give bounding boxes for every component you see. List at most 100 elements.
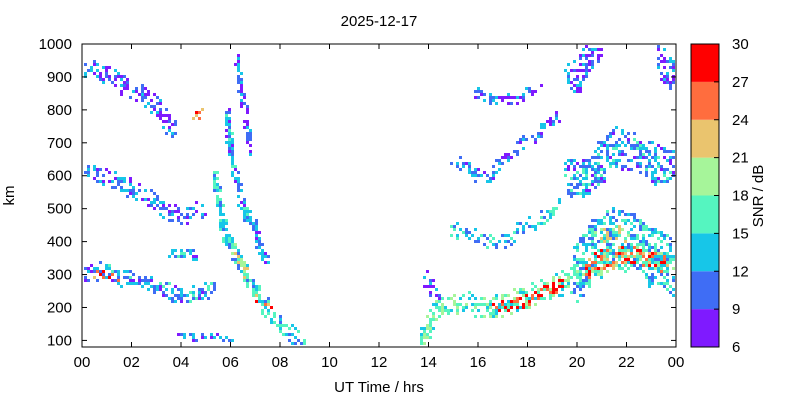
snr-cell	[594, 156, 597, 159]
snr-cell	[663, 234, 666, 237]
snr-cell	[237, 204, 240, 207]
snr-cell	[225, 336, 228, 339]
snr-cell	[633, 138, 636, 141]
snr-cell	[141, 279, 144, 282]
snr-cell	[501, 297, 504, 300]
snr-cell	[246, 111, 249, 114]
snr-cell	[93, 168, 96, 171]
snr-cell	[591, 246, 594, 249]
snr-cell	[582, 192, 585, 195]
snr-cell	[621, 249, 624, 252]
snr-cell	[159, 108, 162, 111]
snr-cell	[132, 282, 135, 285]
snr-cell	[669, 261, 672, 264]
snr-cell	[192, 207, 195, 210]
snr-cell	[480, 93, 483, 96]
snr-cell	[507, 306, 510, 309]
snr-cell	[483, 297, 486, 300]
snr-cell	[612, 252, 615, 255]
snr-cell	[621, 261, 624, 264]
snr-cell	[621, 210, 624, 213]
snr-cell	[240, 201, 243, 204]
snr-cell	[171, 219, 174, 222]
snr-cell	[426, 327, 429, 330]
snr-cell	[540, 123, 543, 126]
snr-cell	[420, 327, 423, 330]
snr-cell	[189, 291, 192, 294]
snr-cell	[261, 309, 264, 312]
snr-cell	[579, 261, 582, 264]
snr-cell	[600, 144, 603, 147]
snr-cell	[579, 180, 582, 183]
snr-cell	[618, 255, 621, 258]
snr-cell	[579, 69, 582, 72]
snr-cell	[630, 159, 633, 162]
snr-cell	[510, 237, 513, 240]
snr-cell	[213, 288, 216, 291]
snr-cell	[669, 249, 672, 252]
snr-cell	[528, 306, 531, 309]
snr-cell	[594, 174, 597, 177]
snr-cell	[546, 210, 549, 213]
snr-cell	[558, 276, 561, 279]
snr-cell	[279, 315, 282, 318]
snr-cell	[516, 306, 519, 309]
snr-cell	[576, 270, 579, 273]
snr-cell	[135, 198, 138, 201]
snr-cell	[669, 255, 672, 258]
snr-cell	[180, 213, 183, 216]
snr-cell	[645, 150, 648, 153]
snr-cell	[150, 204, 153, 207]
snr-cell	[504, 294, 507, 297]
snr-cell	[423, 327, 426, 330]
snr-cell	[264, 315, 267, 318]
snr-cell	[441, 309, 444, 312]
snr-cell	[630, 168, 633, 171]
snr-cell	[216, 204, 219, 207]
snr-cell	[492, 243, 495, 246]
snr-cell	[192, 336, 195, 339]
snr-cell	[162, 201, 165, 204]
snr-cell	[666, 258, 669, 261]
snr-cell	[564, 69, 567, 72]
snr-cell	[657, 162, 660, 165]
snr-cell	[582, 285, 585, 288]
snr-cell	[108, 267, 111, 270]
snr-cell	[663, 261, 666, 264]
snr-cell	[642, 144, 645, 147]
snr-cell	[426, 324, 429, 327]
snr-cell	[261, 300, 264, 303]
snr-cell	[156, 285, 159, 288]
snr-cell	[594, 162, 597, 165]
snr-cell	[93, 276, 96, 279]
snr-cell	[429, 336, 432, 339]
snr-cell	[657, 252, 660, 255]
snr-cell	[645, 243, 648, 246]
snr-cell	[525, 294, 528, 297]
snr-cell	[579, 63, 582, 66]
snr-cell	[162, 114, 165, 117]
snr-cell	[669, 57, 672, 60]
snr-cell	[537, 132, 540, 135]
snr-cell	[552, 291, 555, 294]
snr-cell	[579, 294, 582, 297]
snr-cell	[621, 141, 624, 144]
snr-cell	[654, 261, 657, 264]
snr-cell	[228, 120, 231, 123]
snr-cell	[240, 81, 243, 84]
snr-cell	[516, 141, 519, 144]
snr-cell	[597, 54, 600, 57]
snr-cell	[594, 228, 597, 231]
snr-cell	[150, 279, 153, 282]
snr-cell	[429, 327, 432, 330]
snr-cell	[423, 333, 426, 336]
snr-cell	[258, 285, 261, 288]
snr-cell	[624, 165, 627, 168]
snr-cell	[639, 171, 642, 174]
snr-cell	[621, 246, 624, 249]
snr-cell	[105, 267, 108, 270]
snr-cell	[573, 264, 576, 267]
snr-cell	[225, 135, 228, 138]
snr-cell	[87, 174, 90, 177]
snr-cell	[507, 156, 510, 159]
